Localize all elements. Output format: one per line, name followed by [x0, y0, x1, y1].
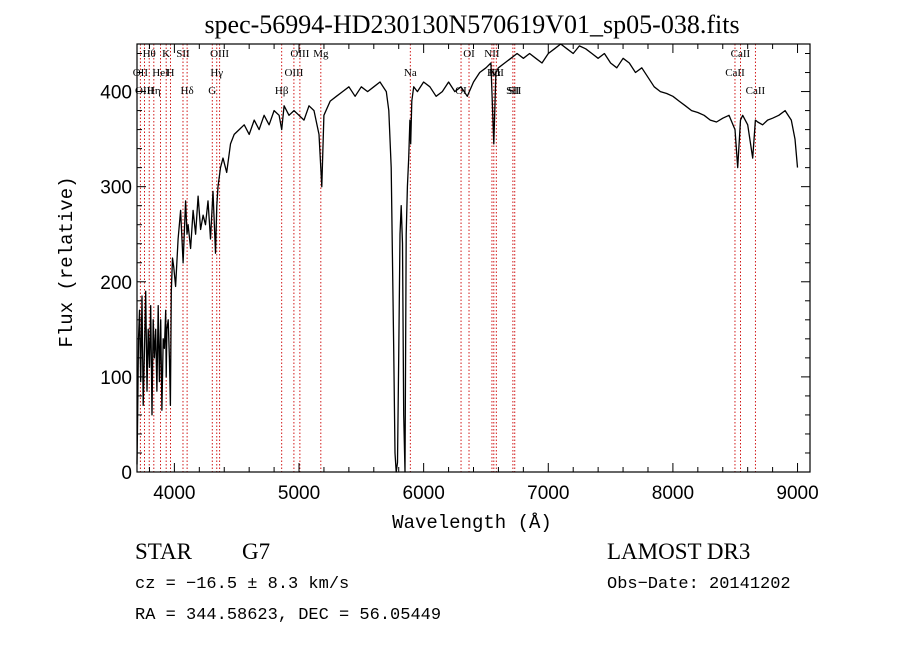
line-marker-label: NII — [484, 48, 500, 60]
line-marker-label: Na — [404, 67, 417, 79]
x-tick-label: 5000 — [278, 483, 320, 504]
survey-name: LAMOST DR3 — [607, 539, 750, 564]
x-tick-label: 9000 — [776, 483, 818, 504]
x-axis: 4000 5000 6000 7000 8000 9000 — [148, 44, 819, 504]
line-marker-label: OIII — [210, 48, 229, 60]
line-markers — [139, 44, 756, 472]
line-marker-label: HeI — [152, 67, 169, 79]
y-tick-label: 100 — [100, 368, 132, 389]
x-tick-label: 6000 — [403, 483, 445, 504]
line-marker-label: Hθ — [143, 48, 156, 60]
line-marker-label: CaII — [746, 85, 766, 97]
line-marker-label: Hβ — [275, 85, 289, 97]
line-marker-labels: HθOIIOIIIKHeIHηSIIHHδOIIIHγGOIIIOIIIHβMg… — [133, 48, 766, 97]
line-marker-label: OIII — [284, 67, 303, 79]
redshift-text: cz = −16.5 ± 8.3 km/s — [135, 575, 349, 594]
line-marker-label: OI — [455, 85, 467, 97]
y-tick-label: 300 — [100, 178, 132, 199]
y-tick-label: 200 — [100, 273, 132, 294]
line-marker-label: CaII — [731, 48, 751, 60]
x-tick-label: 7000 — [527, 483, 569, 504]
line-marker-label: SII — [506, 85, 520, 97]
y-tick-label: 400 — [100, 83, 132, 104]
line-marker-label: Hγ — [210, 67, 223, 79]
y-axis: 0 100 200 300 400 — [100, 53, 810, 484]
object-class: STAR — [135, 539, 193, 564]
line-marker-label: OI — [463, 48, 475, 60]
line-marker-label: OIII — [290, 48, 309, 60]
line-marker-label: Hδ — [181, 85, 194, 97]
line-marker-label: Mg — [313, 48, 329, 60]
chart-title: spec-56994-HD230130N570619V01_sp05-038.f… — [204, 10, 739, 39]
y-tick-label: 0 — [121, 463, 132, 484]
line-marker-label: SII — [176, 48, 190, 60]
line-marker-label: OIII — [135, 85, 154, 97]
line-marker-label: CaII — [725, 67, 745, 79]
line-marker-label: K — [162, 48, 170, 60]
plot-frame — [136, 43, 811, 473]
y-axis-label: Flux (relative) — [56, 176, 78, 347]
obs-date-text: Obs−Date: 20141202 — [607, 575, 791, 594]
x-axis-label: Wavelength (Å) — [392, 512, 552, 534]
line-marker-label: G — [208, 85, 216, 97]
line-marker-label: Hη — [147, 85, 161, 97]
line-marker-label: SII — [508, 85, 522, 97]
line-marker-label: H — [167, 67, 175, 79]
spectrum-line — [136, 43, 799, 473]
x-tick-label: 4000 — [153, 483, 195, 504]
coordinates-text: RA = 344.58623, DEC = 56.05449 — [135, 606, 441, 625]
object-subclass: G7 — [242, 539, 270, 564]
x-tick-label: 8000 — [652, 483, 694, 504]
